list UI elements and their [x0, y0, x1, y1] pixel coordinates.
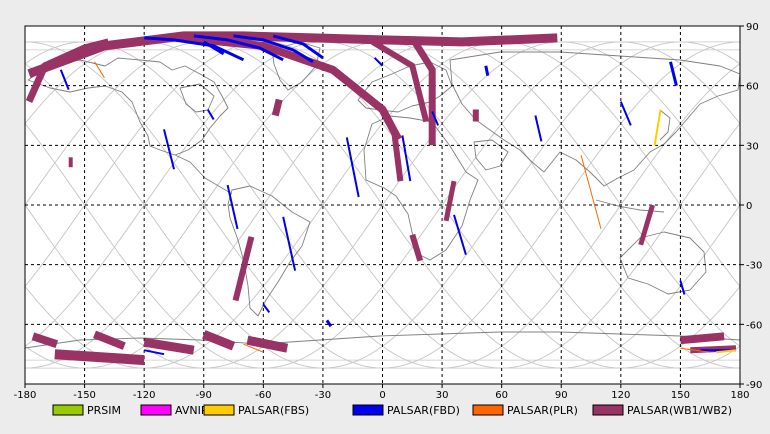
- x-tick-label: -90: [196, 390, 212, 401]
- y-tick-label: -60: [746, 320, 762, 331]
- wb-swath: [93, 330, 126, 350]
- x-tick-label: 0: [379, 390, 385, 401]
- wb-swath: [371, 39, 430, 123]
- fbd-swath: [262, 303, 271, 313]
- lat-lon-grid: [25, 26, 740, 384]
- y-tick-label: 30: [746, 141, 759, 152]
- plr-swath: [94, 61, 105, 78]
- fbd-swath: [272, 34, 324, 60]
- south-america-outline: [227, 185, 311, 317]
- legend-label: PALSAR(WB1/WB2): [627, 404, 732, 417]
- x-tick-label: 180: [730, 390, 749, 401]
- legend-swatch: [352, 404, 384, 416]
- plr-swath: [243, 343, 264, 353]
- fbd-swath: [453, 214, 467, 255]
- antarctica-outline: [25, 331, 740, 349]
- arabia-outline: [473, 139, 509, 171]
- legend-label: PALSAR(PLR): [507, 404, 578, 417]
- x-tick-label: 120: [611, 390, 630, 401]
- x-tick-label: 90: [555, 390, 568, 401]
- fbd-swath: [193, 34, 284, 62]
- legend-swatch: [472, 404, 504, 416]
- palsar-fbd-coverage: [59, 34, 736, 356]
- fbs-swath: [653, 109, 662, 146]
- legend-label: PRSIM: [87, 404, 121, 417]
- north-america-outline: [27, 57, 229, 156]
- japan-outline: [659, 109, 671, 141]
- x-tick-label: -120: [133, 390, 156, 401]
- palsar-plr-coverage: [94, 61, 711, 353]
- plr-swath: [680, 347, 711, 353]
- x-tick-label: -60: [255, 390, 271, 401]
- legend-label: PALSAR(FBS): [238, 404, 309, 417]
- fbd-swath: [282, 216, 297, 271]
- fbd-swath: [144, 349, 165, 356]
- fbd-swath: [345, 137, 360, 198]
- fbs-swath: [716, 349, 737, 354]
- fbd-swath: [534, 115, 543, 142]
- plr-swath: [580, 155, 602, 230]
- wb-swath: [638, 204, 655, 246]
- fbd-swath: [59, 69, 70, 90]
- palsar-fbs-coverage: [653, 109, 737, 354]
- greenland-outline: [271, 41, 321, 91]
- wb-swath: [143, 337, 195, 355]
- central-america-outline: [174, 154, 233, 195]
- legend-swatch: [52, 404, 84, 416]
- fbd-swath: [163, 129, 175, 170]
- wb-swath: [409, 233, 424, 262]
- australia-outline: [619, 231, 707, 295]
- latitude-ticks: 90 60 30 0 -30 -60 -90: [740, 22, 762, 391]
- y-tick-label: 60: [746, 82, 759, 93]
- wb-swath: [246, 335, 289, 353]
- x-tick-label: -180: [14, 390, 37, 401]
- fbd-swath: [669, 61, 678, 87]
- x-tick-label: 60: [495, 390, 508, 401]
- y-tick-label: 90: [746, 22, 759, 33]
- fbd-swath: [144, 36, 245, 62]
- x-tick-label: 30: [436, 390, 449, 401]
- wb-swath: [680, 332, 725, 345]
- legend-swatch: [203, 404, 235, 416]
- legend-swatch: [140, 404, 172, 416]
- asia-outline: [449, 51, 740, 187]
- wb-swath: [391, 133, 404, 182]
- wb-swath: [443, 180, 457, 222]
- fbd-swath: [401, 135, 412, 182]
- wb-swath: [54, 349, 145, 366]
- wb-swath: [271, 98, 283, 117]
- africa-outline: [363, 115, 479, 261]
- fbd-swath: [226, 184, 239, 230]
- wb-swath: [202, 330, 236, 351]
- fbd-swath: [373, 57, 384, 67]
- y-tick-label: 0: [746, 201, 752, 212]
- fbd-swath: [679, 280, 686, 295]
- wb-swath: [25, 38, 110, 104]
- fbd-swath: [203, 40, 225, 56]
- x-tick-label: -150: [73, 390, 96, 401]
- fbd-swath: [206, 108, 215, 121]
- x-tick-label: 150: [671, 390, 690, 401]
- fbd-swath: [484, 65, 490, 76]
- legend-label: PALSAR(FBD): [387, 404, 460, 417]
- longitude-ticks: -180 -150 -120 -90 -60 -30 0 30 60 90 120 150 180: [14, 384, 750, 401]
- legend-swatch: [592, 404, 624, 416]
- fbd-swath: [325, 319, 333, 328]
- x-tick-label: -30: [315, 390, 331, 401]
- fbd-swath: [233, 34, 314, 64]
- fbd-swath: [431, 111, 440, 126]
- y-tick-label: -90: [746, 380, 762, 391]
- wb-swath: [232, 236, 255, 302]
- wb-swath: [409, 36, 436, 146]
- legend: PRSIM AVNIR-2 PALSAR(FBS) PALSAR(FBD) PALSAR…: [52, 404, 732, 417]
- fbd-swath: [619, 101, 632, 126]
- y-tick-label: -30: [746, 261, 762, 272]
- wb-swath: [31, 332, 59, 348]
